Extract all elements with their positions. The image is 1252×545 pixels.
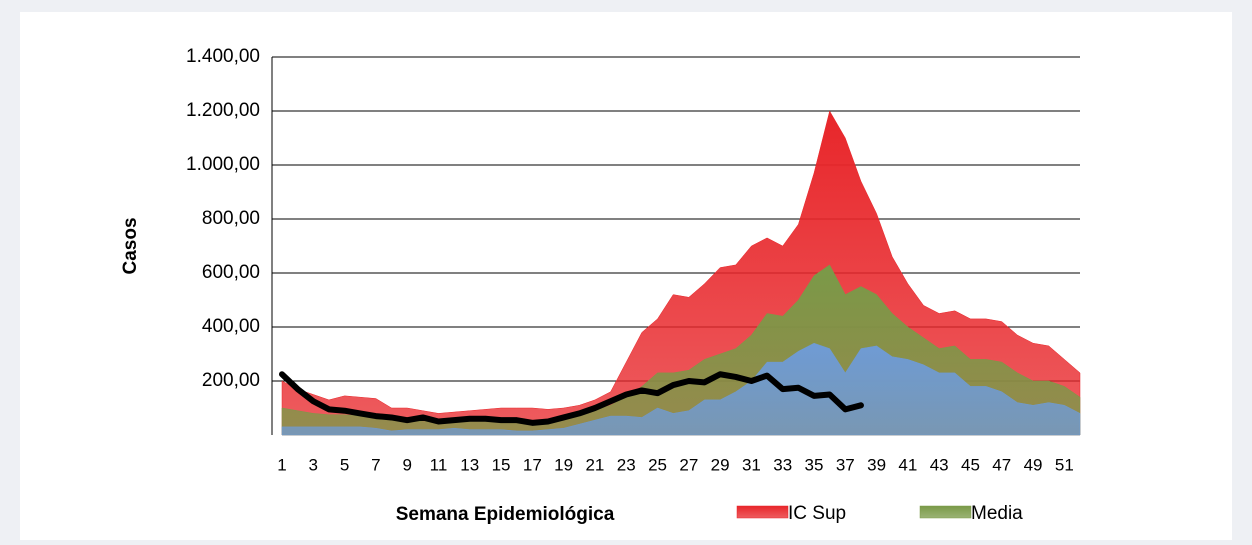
x-tick-label: 43 <box>930 455 949 474</box>
y-tick-label: 1.400,00 <box>186 46 260 67</box>
x-tick-label: 17 <box>523 455 542 474</box>
x-tick-label: 19 <box>554 455 573 474</box>
x-tick-label: 49 <box>1024 455 1043 474</box>
x-tick-label: 1 <box>277 455 286 474</box>
x-tick-label: 51 <box>1055 455 1074 474</box>
x-tick-label: 39 <box>867 455 886 474</box>
x-tick-label: 15 <box>492 455 511 474</box>
x-tick-label: 33 <box>773 455 792 474</box>
x-tick-label: 23 <box>617 455 636 474</box>
y-tick-label: 1.200,00 <box>186 100 260 121</box>
x-tick-label: 41 <box>898 455 917 474</box>
y-axis-title: Casos <box>120 217 141 274</box>
x-tick-label: 5 <box>340 455 349 474</box>
legend-swatch <box>736 505 789 519</box>
x-tick-label: 27 <box>679 455 698 474</box>
y-tick-label: 400,00 <box>202 316 260 337</box>
chart-background <box>20 12 1232 540</box>
legend-swatch <box>919 505 972 519</box>
x-tick-label: 13 <box>460 455 479 474</box>
x-axis-title: Semana Epidemiológica <box>396 504 615 525</box>
x-tick-label: 35 <box>805 455 824 474</box>
x-tick-label: 21 <box>585 455 604 474</box>
legend-label: IC Sup <box>788 503 846 524</box>
area <box>281 342 1081 436</box>
line <box>279 371 864 426</box>
y-tick-label: 200,00 <box>202 370 260 391</box>
x-tick-label: 47 <box>992 455 1011 474</box>
x-tick-label: 29 <box>711 455 730 474</box>
y-tick-label: 1.000,00 <box>186 154 260 175</box>
y-tick-label: 800,00 <box>202 208 260 229</box>
x-tick-label: 7 <box>371 455 380 474</box>
x-tick-label: 25 <box>648 455 667 474</box>
x-tick-label: 31 <box>742 455 761 474</box>
legend-label: Media <box>971 503 1023 524</box>
x-tick-label: 45 <box>961 455 980 474</box>
x-tick-label: 37 <box>836 455 855 474</box>
x-tick-label: 3 <box>309 455 318 474</box>
x-tick-label: 9 <box>402 455 411 474</box>
x-tick-label: 11 <box>430 455 448 474</box>
y-tick-label: 600,00 <box>202 262 260 283</box>
